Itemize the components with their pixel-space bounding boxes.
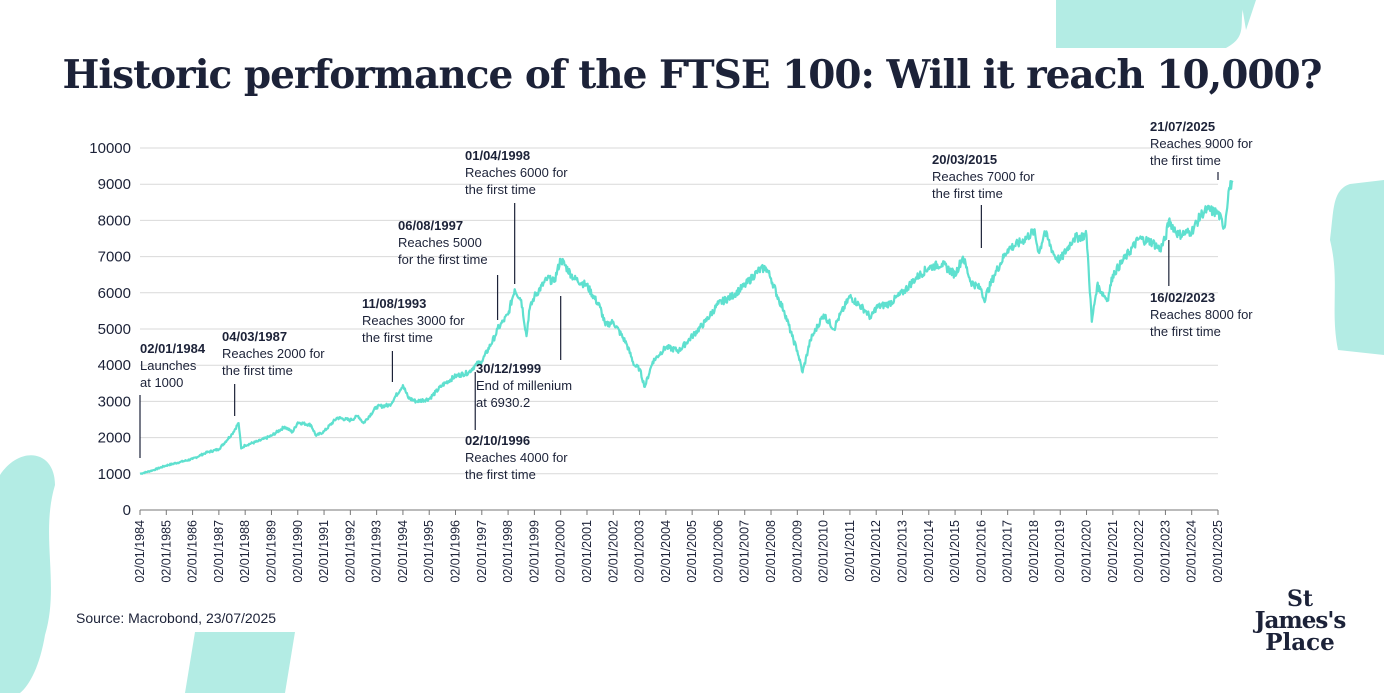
annotation-text: at 6930.2 bbox=[476, 395, 530, 410]
x-tick-label: 02/01/2011 bbox=[843, 520, 857, 582]
y-tick-label: 4000 bbox=[98, 357, 131, 374]
x-tick-label: 02/01/2009 bbox=[790, 520, 804, 583]
x-tick-label: 02/01/1988 bbox=[238, 520, 252, 583]
annotation-text: the first time bbox=[1150, 153, 1221, 168]
x-tick-label: 02/01/1995 bbox=[422, 520, 436, 583]
annotation-date: 04/03/1987 bbox=[222, 329, 287, 344]
y-tick-label: 7000 bbox=[98, 249, 131, 266]
annotation-date: 30/12/1999 bbox=[476, 361, 541, 376]
x-tick-label: 02/01/2004 bbox=[659, 520, 673, 583]
annotation-date: 02/01/1984 bbox=[140, 341, 206, 356]
y-tick-label: 2000 bbox=[98, 430, 131, 447]
x-tick-label: 02/01/1993 bbox=[370, 520, 384, 583]
source-note: Source: Macrobond, 23/07/2025 bbox=[76, 610, 277, 626]
x-tick-label: 02/01/2018 bbox=[1027, 520, 1041, 583]
annotation-date: 11/08/1993 bbox=[362, 296, 426, 311]
x-tick-label: 02/01/1994 bbox=[396, 520, 410, 583]
chart-title: Historic performance of the FTSE 100: Wi… bbox=[62, 52, 1323, 98]
logo-line-1: St bbox=[1286, 586, 1314, 612]
annotation-date: 06/08/1997 bbox=[398, 218, 463, 233]
decorative-brush-bottom-left bbox=[0, 455, 55, 693]
x-tick-label: 02/01/2015 bbox=[948, 520, 962, 583]
x-tick-label: 02/01/2024 bbox=[1185, 520, 1199, 583]
x-tick-label: 02/01/1986 bbox=[186, 520, 200, 583]
y-tick-label: 8000 bbox=[98, 212, 131, 229]
x-tick-label: 02/01/1992 bbox=[343, 520, 357, 583]
annotation-text: at 1000 bbox=[140, 375, 183, 390]
x-tick-label: 02/01/2003 bbox=[633, 520, 647, 583]
x-tick-label: 02/01/2001 bbox=[580, 520, 594, 583]
x-tick-label: 02/01/1987 bbox=[212, 520, 226, 583]
annotation-text: for the first time bbox=[398, 252, 488, 267]
annotation-text: Reaches 2000 for bbox=[222, 346, 325, 361]
y-tick-label: 10000 bbox=[89, 140, 131, 157]
annotation-text: Reaches 7000 for bbox=[932, 169, 1035, 184]
annotation-date: 20/03/2015 bbox=[932, 152, 997, 167]
decorative-brush-right bbox=[1330, 180, 1384, 355]
annotation-text: the first time bbox=[932, 186, 1003, 201]
annotation-text: Reaches 5000 bbox=[398, 235, 482, 250]
annotation-date: 02/10/1996 bbox=[465, 433, 530, 448]
annotation-text: Reaches 4000 for bbox=[465, 450, 568, 465]
y-tick-label: 3000 bbox=[98, 393, 131, 410]
x-tick-label: 02/01/2013 bbox=[895, 520, 909, 583]
x-tick-label: 02/01/2022 bbox=[1132, 520, 1146, 583]
x-tick-label: 02/01/2010 bbox=[817, 520, 831, 583]
x-tick-label: 02/01/2002 bbox=[606, 520, 620, 583]
y-tick-label: 6000 bbox=[98, 285, 131, 302]
annotation-text: Reaches 9000 for bbox=[1150, 136, 1253, 151]
annotation-date: 16/02/2023 bbox=[1150, 290, 1215, 305]
decorative-brush-bottom bbox=[185, 632, 295, 693]
x-tick-label: 02/01/1996 bbox=[449, 520, 463, 583]
annotation-text: the first time bbox=[1150, 324, 1221, 339]
annotation-text: the first time bbox=[465, 467, 536, 482]
annotation-text: Reaches 3000 for bbox=[362, 313, 465, 328]
annotation-text: the first time bbox=[222, 363, 293, 378]
annotation-text: Launches bbox=[140, 358, 197, 373]
x-tick-label: 02/01/2005 bbox=[685, 520, 699, 583]
x-tick-label: 02/01/1998 bbox=[501, 520, 515, 583]
annotation-date: 21/07/2025 bbox=[1150, 119, 1215, 134]
x-tick-label: 02/01/2019 bbox=[1053, 520, 1067, 583]
x-tick-label: 02/01/2023 bbox=[1158, 520, 1172, 583]
y-tick-label: 0 bbox=[123, 502, 131, 519]
x-tick-label: 02/01/2020 bbox=[1080, 520, 1094, 583]
logo-line-3: Place bbox=[1265, 629, 1335, 656]
decorative-brush-top-right bbox=[1056, 0, 1256, 48]
x-tick-label: 02/01/1985 bbox=[159, 520, 173, 583]
x-tick-label: 02/01/1999 bbox=[527, 520, 541, 583]
annotation-text: End of millenium bbox=[476, 378, 572, 393]
y-tick-label: 5000 bbox=[98, 321, 131, 338]
x-tick-label: 02/01/2007 bbox=[738, 520, 752, 583]
x-tick-label: 02/01/1997 bbox=[475, 520, 489, 583]
x-tick-label: 02/01/2014 bbox=[922, 520, 936, 583]
ftse-series-line bbox=[139, 180, 1234, 475]
x-tick-label: 02/01/1984 bbox=[133, 520, 147, 583]
x-tick-label: 02/01/1991 bbox=[317, 520, 331, 583]
x-tick-label: 02/01/2021 bbox=[1106, 520, 1120, 583]
brand-logo: St James's Place bbox=[1244, 588, 1356, 654]
x-tick-label: 02/01/1990 bbox=[291, 520, 305, 583]
x-tick-label: 02/01/2006 bbox=[711, 520, 725, 583]
annotation-text: Reaches 6000 for bbox=[465, 165, 568, 180]
annotation-text: the first time bbox=[465, 182, 536, 197]
x-tick-label: 02/01/2000 bbox=[554, 520, 568, 583]
x-tick-label: 02/01/2012 bbox=[869, 520, 883, 583]
annotation-text: the first time bbox=[362, 330, 433, 345]
y-tick-label: 1000 bbox=[98, 466, 131, 483]
x-tick-label: 02/01/1989 bbox=[264, 520, 278, 583]
x-tick-label: 02/01/2016 bbox=[974, 520, 988, 583]
annotation-text: Reaches 8000 for bbox=[1150, 307, 1253, 322]
x-tick-label: 02/01/2017 bbox=[1001, 520, 1015, 583]
logo-line-2: James's bbox=[1254, 607, 1347, 634]
annotation-date: 01/04/1998 bbox=[465, 148, 530, 163]
x-tick-label: 02/01/2008 bbox=[764, 520, 778, 583]
y-tick-label: 9000 bbox=[98, 176, 131, 193]
x-tick-label: 02/01/2025 bbox=[1211, 520, 1225, 583]
